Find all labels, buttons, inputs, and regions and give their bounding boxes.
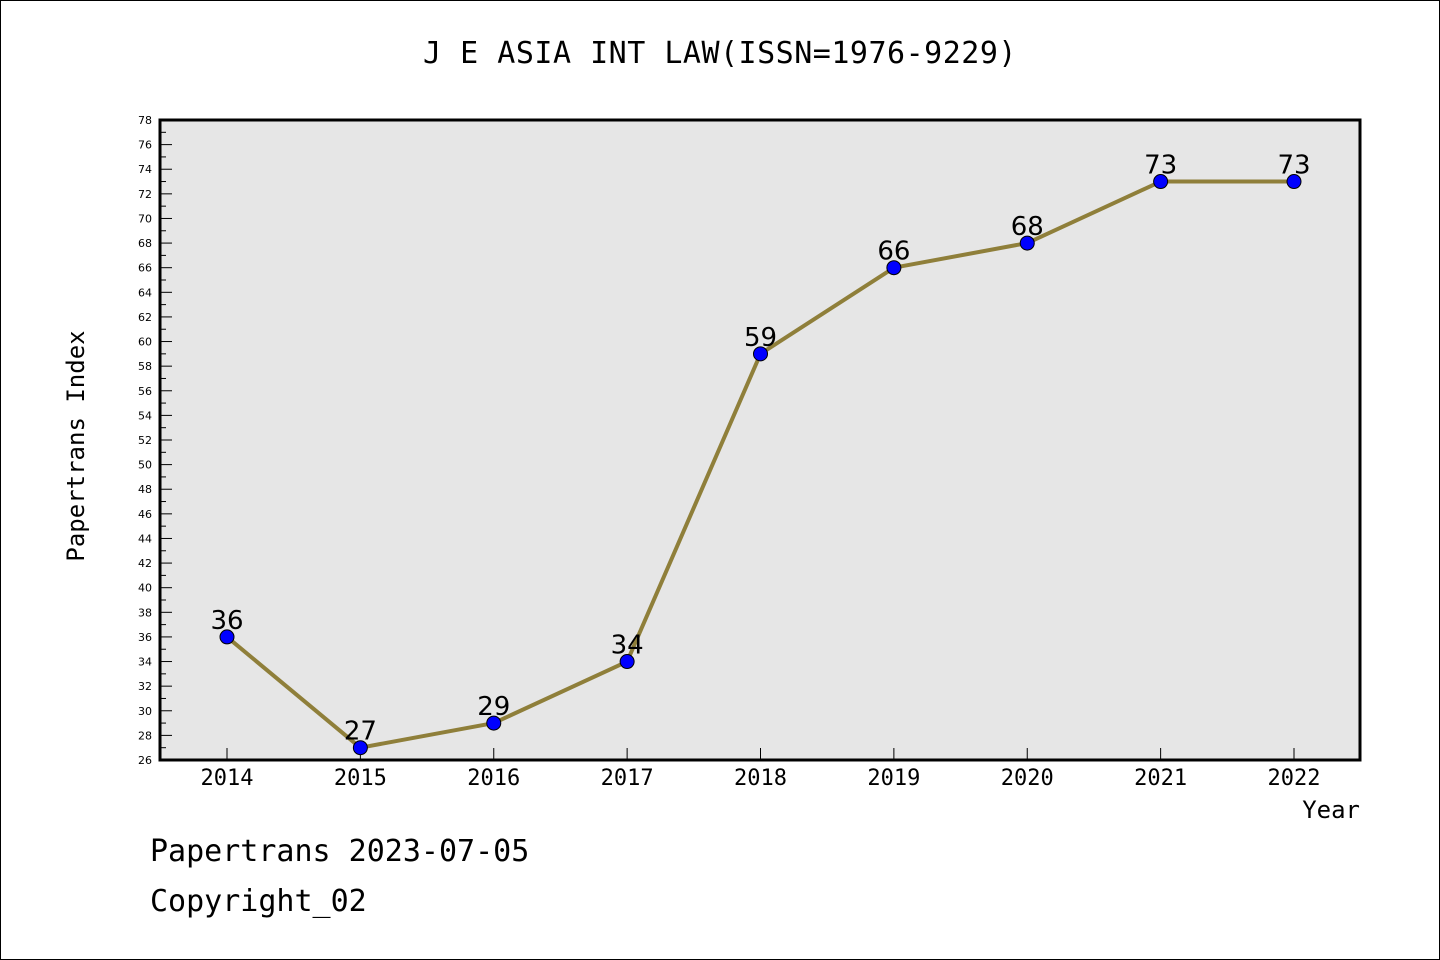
y-tick-label: 44: [138, 532, 152, 545]
data-point: [352, 740, 368, 756]
x-tick-label: 2016: [467, 766, 520, 791]
x-tick-label: 2018: [734, 766, 787, 791]
y-tick-label: 40: [138, 582, 152, 595]
y-tick-label: 66: [138, 262, 152, 275]
data-label: 59: [744, 323, 777, 353]
y-tick-label: 34: [138, 656, 152, 669]
data-point: [1019, 235, 1035, 251]
y-tick-label: 26: [138, 754, 152, 767]
y-tick-label: 62: [138, 311, 152, 324]
plot-area: [160, 120, 1360, 760]
y-tick-label: 60: [138, 336, 152, 349]
y-tick-label: 32: [138, 680, 152, 693]
y-tick-label: 36: [138, 631, 152, 644]
data-label: 73: [1144, 151, 1177, 181]
x-tick-label: 2020: [1001, 766, 1054, 791]
y-tick-label: 54: [138, 409, 152, 422]
x-axis-label: Year: [1302, 796, 1360, 824]
data-point: [1153, 174, 1169, 190]
data-point: [753, 346, 768, 362]
y-tick-label: 70: [138, 212, 152, 225]
data-label: 73: [1277, 151, 1310, 181]
y-tick-label: 56: [138, 385, 152, 398]
data-label: 34: [611, 631, 644, 661]
x-tick-label: 2019: [867, 766, 920, 791]
footer-date: Papertrans 2023-07-05: [150, 834, 530, 869]
data-label: 29: [477, 692, 510, 722]
y-tick-label: 42: [138, 557, 152, 570]
y-tick-label: 38: [138, 606, 152, 619]
y-tick-label: 72: [138, 188, 152, 201]
data-label: 36: [210, 606, 243, 636]
plot-border: [158, 118, 1362, 762]
y-tick-label: 50: [138, 459, 152, 472]
y-tick-label: 48: [138, 483, 152, 496]
y-tick-label: 30: [138, 705, 152, 718]
y-tick-label: 74: [138, 163, 152, 176]
y-tick-label: 46: [138, 508, 152, 521]
data-label: 68: [1011, 212, 1044, 242]
data-point: [619, 654, 635, 670]
data-point: [1286, 174, 1302, 190]
x-tick-label: 2021: [1134, 766, 1187, 791]
y-tick-label: 28: [138, 729, 152, 742]
footer-copyright: Copyright_02: [150, 884, 367, 919]
y-tick-label: 78: [138, 114, 152, 127]
y-tick-label: 68: [138, 237, 152, 250]
y-tick-label: 58: [138, 360, 152, 373]
x-tick-label: 2017: [601, 766, 654, 791]
y-tick-label: 52: [138, 434, 152, 447]
x-tick-label: 2022: [1268, 766, 1321, 791]
chart-title: J E ASIA INT LAW(ISSN=1976-9229): [423, 36, 1017, 71]
data-label: 27: [344, 717, 377, 747]
data-label: 66: [877, 237, 910, 267]
x-tick-label: 2014: [201, 766, 254, 791]
x-tick-label: 2015: [334, 766, 387, 791]
y-tick-label: 64: [138, 286, 152, 299]
data-point: [886, 260, 902, 276]
data-point: [486, 715, 502, 731]
y-tick-label: 76: [138, 139, 152, 152]
data-point: [219, 629, 235, 645]
